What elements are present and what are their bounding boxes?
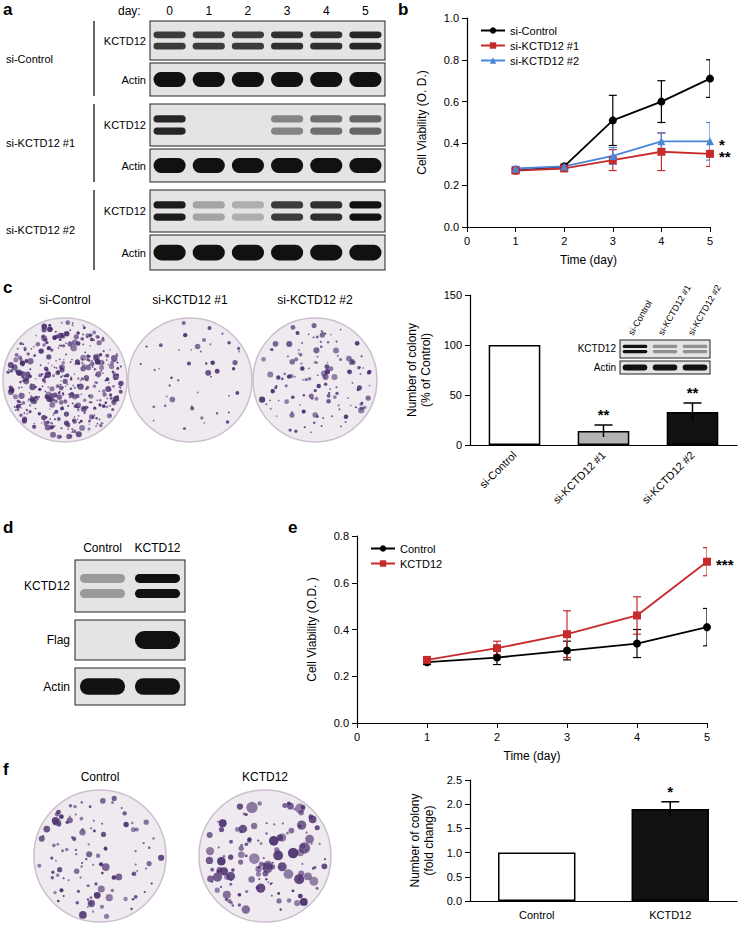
svg-text:KCTD12: KCTD12 bbox=[400, 558, 442, 570]
svg-text:Actin: Actin bbox=[122, 160, 146, 172]
svg-text:si-KCTD12 #2: si-KCTD12 #2 bbox=[639, 449, 696, 506]
svg-text:KCTD12: KCTD12 bbox=[242, 770, 288, 784]
svg-text:0.4: 0.4 bbox=[444, 137, 459, 149]
svg-text:KCTD12: KCTD12 bbox=[104, 35, 146, 47]
svg-text:si-KCTD12 #1: si-KCTD12 #1 bbox=[550, 449, 607, 506]
svg-text:3: 3 bbox=[610, 235, 616, 247]
svg-text:2: 2 bbox=[494, 731, 500, 743]
svg-text:0.6: 0.6 bbox=[334, 577, 349, 589]
svg-text:KCTD12: KCTD12 bbox=[24, 579, 70, 593]
svg-text:si-KCTD12 #2: si-KCTD12 #2 bbox=[686, 283, 723, 337]
svg-text:***: *** bbox=[716, 556, 734, 573]
svg-text:0.0: 0.0 bbox=[334, 717, 349, 729]
svg-text:si-Control: si-Control bbox=[626, 299, 654, 337]
svg-text:Control: Control bbox=[400, 543, 435, 555]
svg-text:day:: day: bbox=[118, 4, 141, 18]
svg-text:Actin: Actin bbox=[594, 362, 616, 373]
svg-text:si-Control: si-Control bbox=[510, 25, 557, 37]
svg-text:2.0: 2.0 bbox=[447, 798, 462, 810]
svg-text:Control: Control bbox=[519, 909, 554, 921]
svg-text:Control: Control bbox=[83, 541, 122, 555]
svg-text:KCTD12: KCTD12 bbox=[649, 909, 691, 921]
svg-text:Actin: Actin bbox=[122, 247, 146, 259]
svg-text:KCTD12: KCTD12 bbox=[104, 205, 146, 217]
svg-text:3: 3 bbox=[284, 4, 291, 18]
svg-text:Time (day): Time (day) bbox=[560, 253, 617, 267]
svg-text:a: a bbox=[3, 0, 13, 19]
svg-text:0: 0 bbox=[464, 235, 470, 247]
svg-text:KCTD12: KCTD12 bbox=[578, 343, 617, 354]
svg-text:e: e bbox=[288, 518, 297, 537]
svg-text:**: ** bbox=[687, 384, 699, 401]
svg-text:5: 5 bbox=[704, 731, 710, 743]
svg-text:1: 1 bbox=[205, 4, 212, 18]
svg-text:si-KCTD12 #1: si-KCTD12 #1 bbox=[6, 137, 75, 149]
svg-text:0.5: 0.5 bbox=[447, 871, 462, 883]
svg-text:Number of colony: Number of colony bbox=[405, 323, 419, 417]
svg-text:0.2: 0.2 bbox=[444, 179, 459, 191]
svg-text:0.2: 0.2 bbox=[334, 670, 349, 682]
svg-text:**: ** bbox=[598, 406, 610, 423]
svg-text:50: 50 bbox=[450, 389, 462, 401]
svg-text:1: 1 bbox=[424, 731, 430, 743]
svg-text:1.5: 1.5 bbox=[447, 822, 462, 834]
svg-text:4: 4 bbox=[323, 4, 330, 18]
svg-text:KCTD12: KCTD12 bbox=[134, 541, 180, 555]
svg-text:0.0: 0.0 bbox=[447, 895, 462, 907]
svg-text:1.0: 1.0 bbox=[447, 847, 462, 859]
svg-text:150: 150 bbox=[444, 289, 462, 301]
svg-text:si-Control: si-Control bbox=[39, 293, 90, 307]
svg-text:0: 0 bbox=[354, 731, 360, 743]
svg-text:0.6: 0.6 bbox=[444, 96, 459, 108]
svg-text:0.8: 0.8 bbox=[334, 530, 349, 542]
svg-text:5: 5 bbox=[707, 235, 713, 247]
svg-text:0: 0 bbox=[456, 439, 462, 451]
svg-text:f: f bbox=[3, 760, 9, 779]
svg-text:Cell Viability (O. D.): Cell Viability (O. D.) bbox=[415, 70, 429, 174]
svg-text:2: 2 bbox=[245, 4, 252, 18]
svg-text:si-KCTD12 #2: si-KCTD12 #2 bbox=[277, 293, 353, 307]
svg-text:si-KCTD12 #1: si-KCTD12 #1 bbox=[510, 40, 579, 52]
svg-text:4: 4 bbox=[634, 731, 640, 743]
svg-text:100: 100 bbox=[444, 339, 462, 351]
svg-text:1: 1 bbox=[513, 235, 519, 247]
svg-text:si-KCTD12 #2: si-KCTD12 #2 bbox=[6, 224, 75, 236]
svg-text:Control: Control bbox=[81, 770, 120, 784]
svg-text:5: 5 bbox=[362, 4, 369, 18]
svg-text:si-KCTD12 #1: si-KCTD12 #1 bbox=[152, 293, 228, 307]
svg-text:Time (day): Time (day) bbox=[504, 749, 561, 763]
svg-text:Actin: Actin bbox=[43, 680, 70, 694]
svg-text:si-KCTD12 #1: si-KCTD12 #1 bbox=[656, 283, 693, 337]
svg-text:0.0: 0.0 bbox=[444, 221, 459, 233]
svg-text:2: 2 bbox=[561, 235, 567, 247]
svg-text:Flag: Flag bbox=[47, 633, 70, 647]
svg-text:*: * bbox=[667, 783, 673, 800]
svg-text:0.4: 0.4 bbox=[334, 624, 349, 636]
svg-text:si-Control: si-Control bbox=[477, 449, 519, 491]
svg-text:b: b bbox=[398, 0, 408, 19]
svg-text:1.0: 1.0 bbox=[444, 12, 459, 24]
svg-text:*: * bbox=[719, 136, 725, 153]
svg-text:4: 4 bbox=[658, 235, 664, 247]
svg-text:(fold change): (fold change) bbox=[422, 805, 436, 875]
svg-text:Cell Viability (O.D. ): Cell Viability (O.D. ) bbox=[305, 577, 319, 681]
svg-text:Number of colony: Number of colony bbox=[408, 793, 422, 887]
svg-text:0: 0 bbox=[166, 4, 173, 18]
svg-text:c: c bbox=[3, 278, 12, 297]
svg-text:si-KCTD12 #2: si-KCTD12 #2 bbox=[510, 55, 579, 67]
svg-text:Actin: Actin bbox=[122, 74, 146, 86]
svg-text:0.8: 0.8 bbox=[444, 54, 459, 66]
svg-text:si-Control: si-Control bbox=[6, 53, 53, 65]
svg-text:KCTD12: KCTD12 bbox=[104, 119, 146, 131]
svg-text:(% of Control): (% of Control) bbox=[419, 333, 433, 407]
svg-text:d: d bbox=[3, 518, 13, 537]
svg-text:2.5: 2.5 bbox=[447, 774, 462, 786]
svg-text:3: 3 bbox=[564, 731, 570, 743]
